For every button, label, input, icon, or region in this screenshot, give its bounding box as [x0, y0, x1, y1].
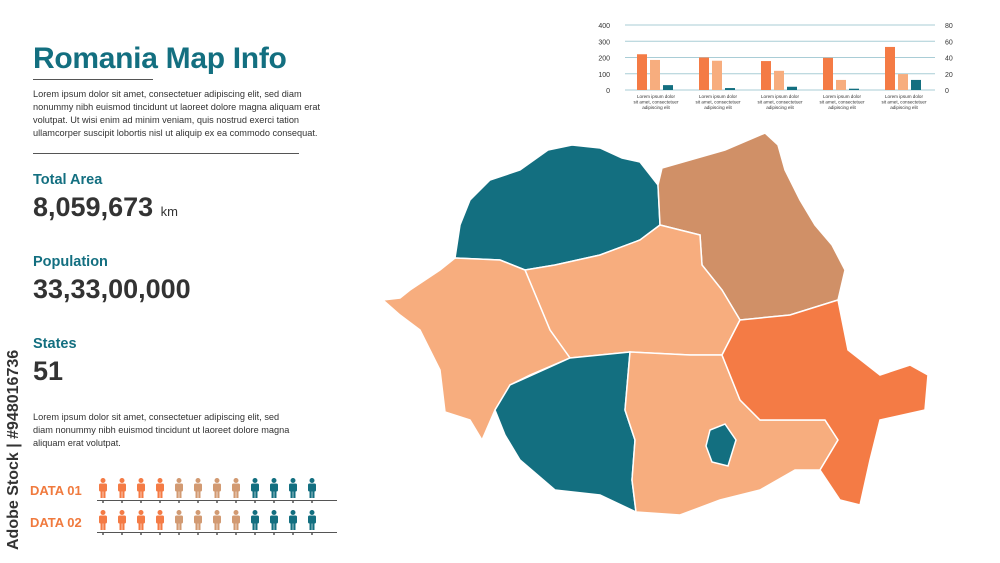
y2-tick-label: 80 — [945, 23, 953, 30]
bar — [699, 57, 709, 90]
person-icon — [194, 478, 202, 503]
note-text: Lorem ipsum dolor sit amet, consectetuer… — [33, 412, 290, 448]
y-tick-label: 200 — [598, 56, 610, 63]
bar — [885, 46, 895, 90]
bar — [836, 79, 846, 90]
person-icon — [156, 478, 164, 503]
area-number: 8,059,673 — [33, 192, 154, 222]
person-icon — [156, 510, 164, 535]
person-icon — [118, 510, 126, 535]
total-area-label: Total Area — [33, 172, 103, 188]
bar — [787, 86, 797, 90]
person-icon — [270, 510, 278, 535]
category-label: Lorem ipsum dolor sit amet, consectetuer a… — [820, 94, 865, 110]
region-bucharest[interactable] — [705, 423, 737, 467]
people-icons — [97, 478, 318, 503]
category-label: Lorem ipsum dolor sit amet, consectetuer a… — [882, 94, 927, 110]
person-icon — [289, 510, 297, 535]
title-divider — [33, 79, 153, 80]
data-row-label: DATA 01 — [30, 483, 82, 498]
y2-tick-label: 20 — [945, 72, 953, 79]
y2-tick-label: 40 — [945, 56, 953, 63]
person-icon — [289, 478, 297, 503]
intro-divider — [33, 153, 299, 154]
population-value: 33,33,00,000 — [33, 274, 191, 304]
bar — [761, 61, 771, 90]
y2-tick-label: 60 — [945, 39, 953, 46]
person-icon — [137, 478, 145, 503]
person-icon — [251, 510, 259, 535]
person-icon — [232, 510, 240, 535]
bar — [712, 60, 722, 90]
area-unit: km — [160, 204, 178, 219]
bar — [849, 88, 859, 90]
person-icon — [194, 510, 202, 535]
people-icons — [97, 510, 318, 535]
person-icon — [232, 478, 240, 503]
data-row-label: DATA 02 — [30, 515, 82, 530]
bar — [774, 70, 784, 90]
person-icon — [308, 510, 316, 535]
population-label: Population — [33, 254, 108, 270]
intro-text: Lorem ipsum dolor sit amet, consectetuer… — [33, 89, 321, 138]
region-southeast[interactable] — [721, 299, 929, 506]
bar — [663, 85, 673, 90]
person-icon — [251, 478, 259, 503]
person-icon — [118, 478, 126, 503]
y-tick-label: 400 — [598, 23, 610, 30]
page-title: Romania Map Info — [33, 42, 287, 75]
category-label: Lorem ipsum dolor sit amet, consectetuer a… — [634, 94, 679, 110]
total-area-value: 8,059,673 km — [33, 192, 178, 223]
category-label: Lorem ipsum dolor sit amet, consectetuer a… — [696, 94, 741, 110]
bar — [637, 54, 647, 90]
states-value: 51 — [33, 356, 64, 386]
person-icon — [213, 510, 221, 535]
y2-tick-label: 0 — [945, 88, 949, 95]
y-tick-label: 300 — [598, 39, 610, 46]
person-icon — [99, 478, 107, 503]
bar — [911, 79, 921, 90]
row-axis — [97, 500, 337, 501]
bar — [725, 88, 735, 90]
y-tick-label: 100 — [598, 72, 610, 79]
region-west[interactable] — [381, 257, 572, 442]
bar — [898, 74, 908, 90]
bar — [823, 57, 833, 90]
person-icon — [270, 478, 278, 503]
category-label: Lorem ipsum dolor sit amet, consectetuer a… — [758, 94, 803, 110]
person-icon — [137, 510, 145, 535]
person-icon — [308, 478, 316, 503]
person-icon — [175, 478, 183, 503]
states-label: States — [33, 336, 77, 352]
row-axis — [97, 532, 337, 533]
bar-chart: 0 0 100 20 200 40 300 60 400 80 Lorem ipsum dolor s… — [598, 23, 953, 110]
person-icon — [175, 510, 183, 535]
person-icon — [99, 510, 107, 535]
person-icon — [213, 478, 221, 503]
bar — [650, 59, 660, 90]
y-tick-label: 0 — [606, 88, 610, 95]
